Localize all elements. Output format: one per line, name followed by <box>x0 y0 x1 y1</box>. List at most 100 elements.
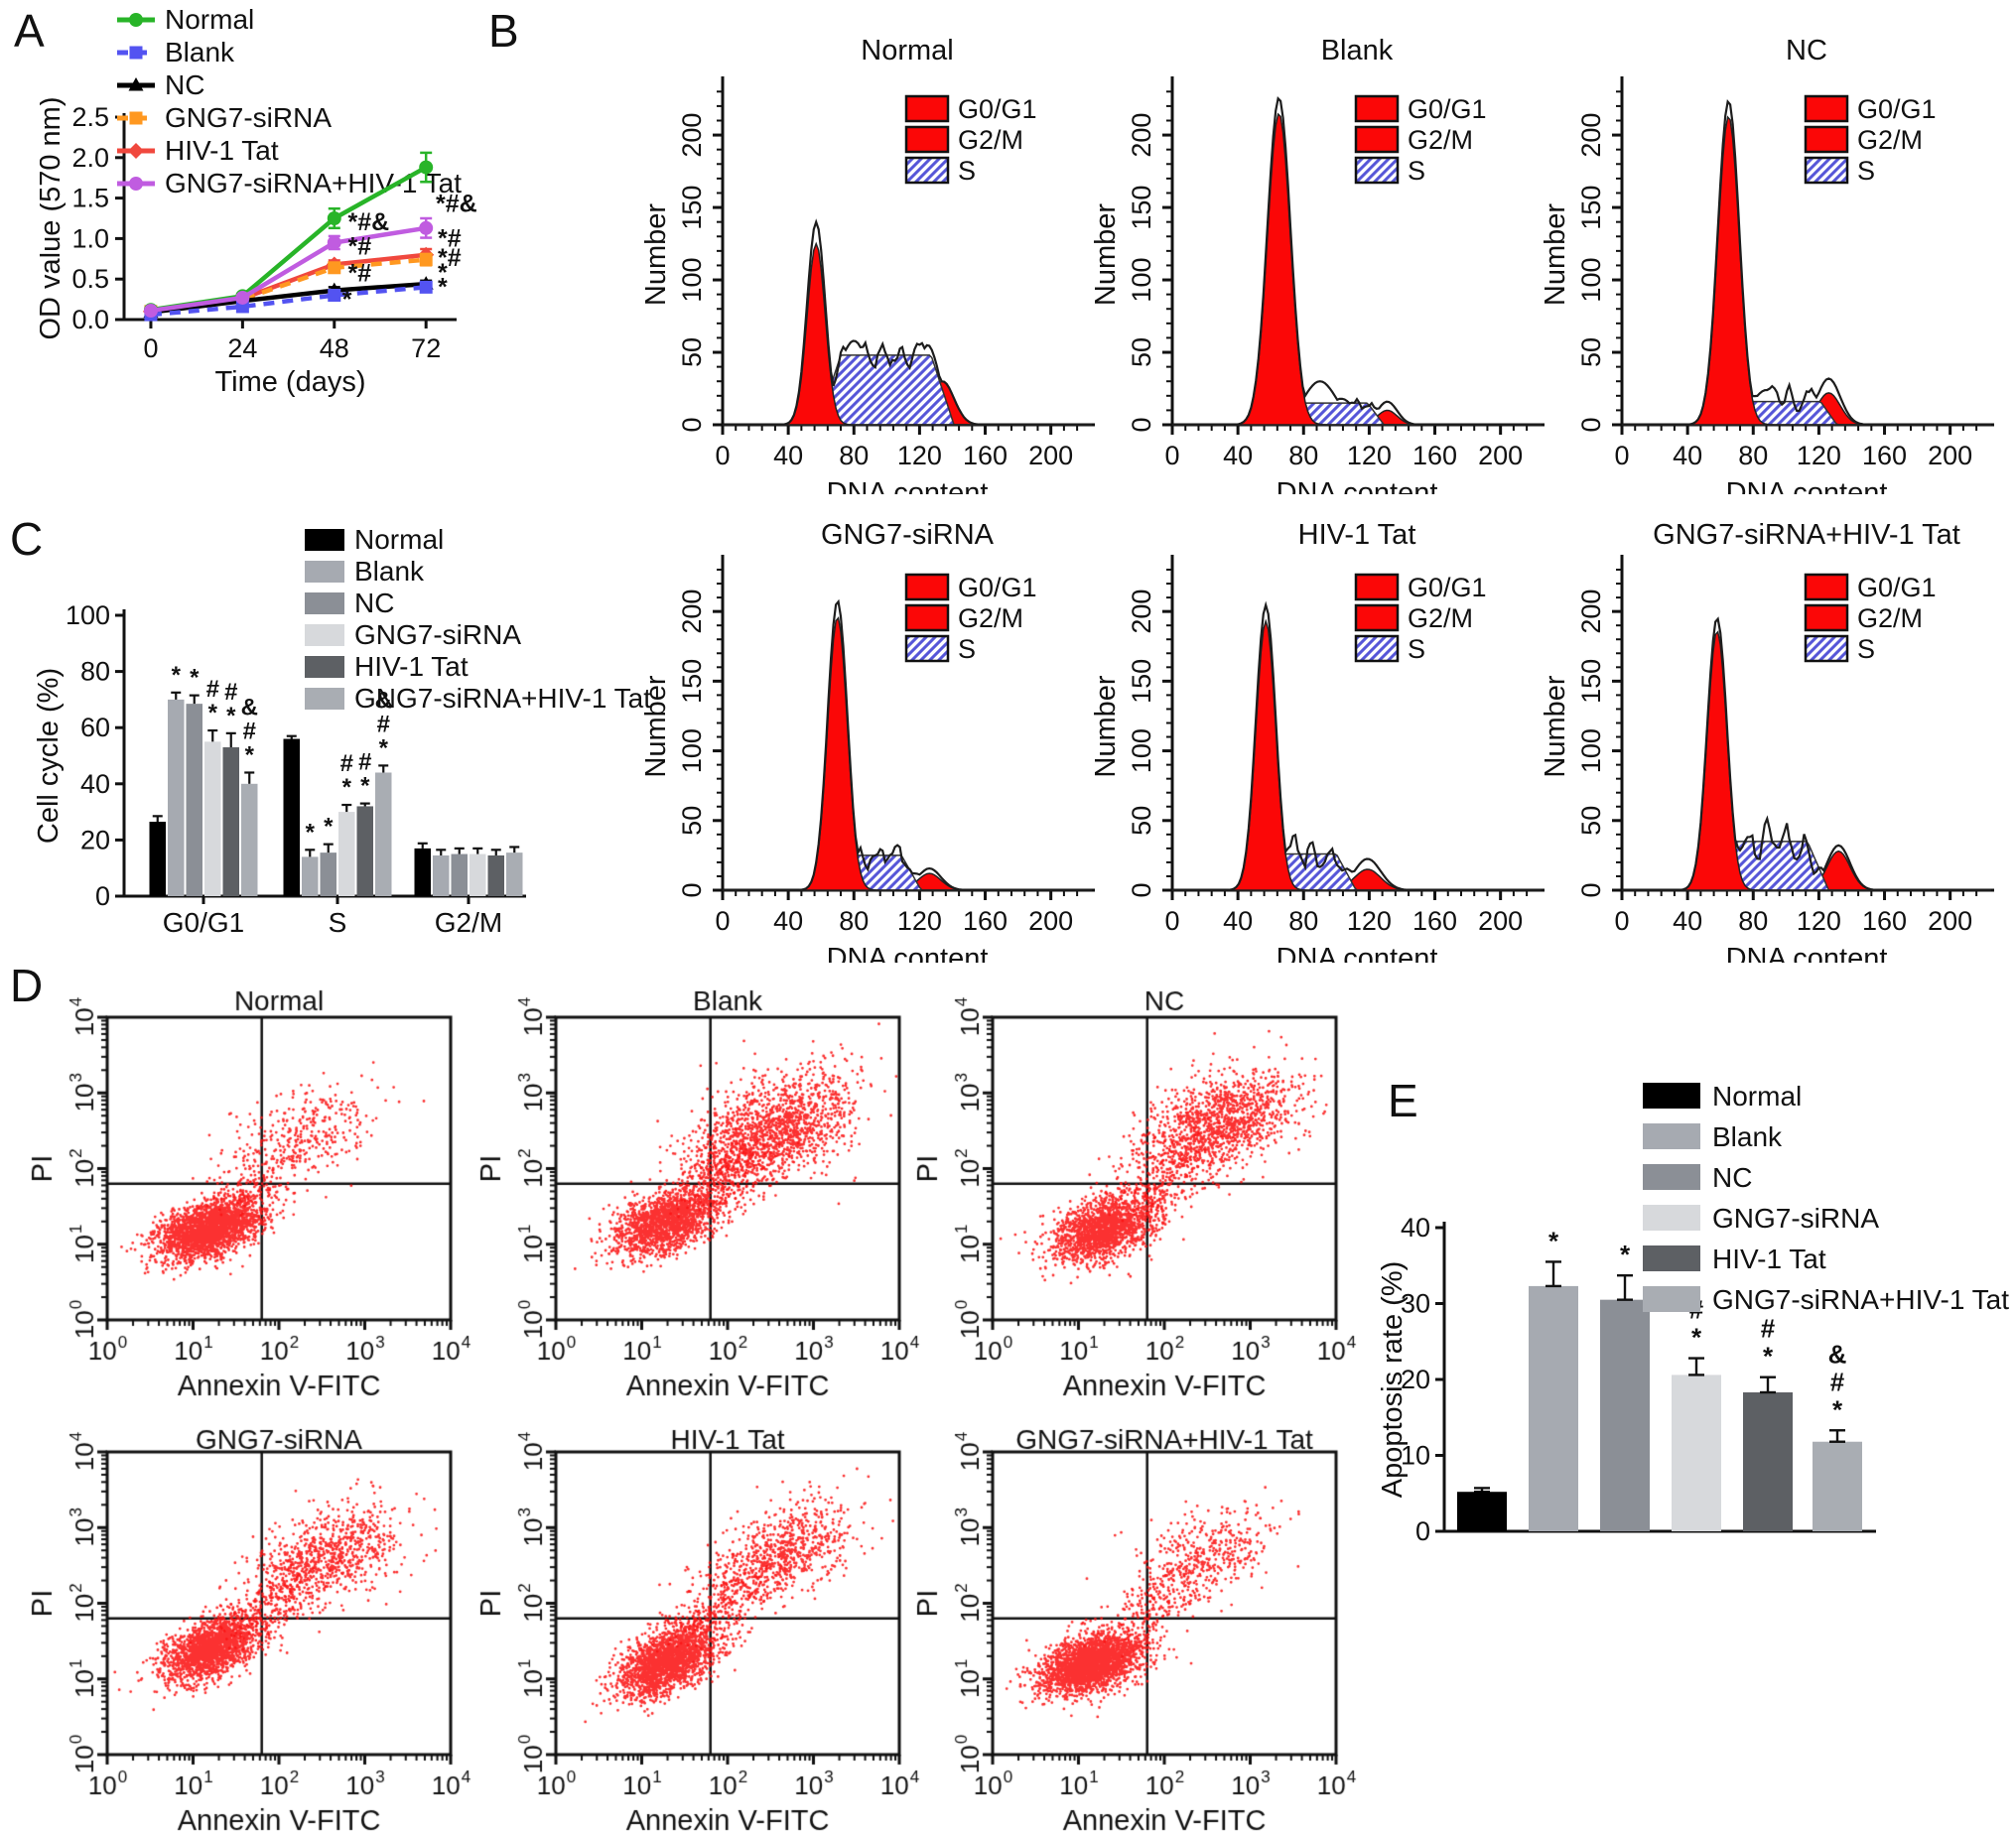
svg-text:DNA content: DNA content <box>1726 477 1888 494</box>
svg-text:Number: Number <box>1090 675 1122 777</box>
svg-text:Number: Number <box>1540 203 1571 306</box>
svg-text:Normal: Normal <box>354 524 444 555</box>
panel-b-histogram-gng7-sirna: GNG7-siRNA 0 40 80 120 160 200 50 100 150 200 0 DNA … <box>640 519 1095 963</box>
svg-text:DNA content: DNA content <box>1277 943 1438 963</box>
svg-text:0: 0 <box>715 441 730 470</box>
svg-text:HIV-1 Tat: HIV-1 Tat <box>1298 519 1416 551</box>
svg-text:100: 100 <box>677 258 707 303</box>
svg-text:150: 150 <box>1576 659 1606 704</box>
svg-text:S: S <box>958 634 976 664</box>
svg-text:#: # <box>377 711 390 737</box>
svg-text:0: 0 <box>715 906 730 936</box>
svg-text:S: S <box>1408 634 1425 664</box>
svg-text:200: 200 <box>1127 590 1156 634</box>
svg-text:G0/G1: G0/G1 <box>1857 94 1937 124</box>
svg-text:*#&: *#& <box>347 208 389 236</box>
svg-text:G2/M: G2/M <box>958 603 1023 633</box>
svg-text:0: 0 <box>677 882 707 897</box>
svg-text:*: * <box>245 741 255 768</box>
panel-d-scatter-gng7-sirna <box>28 1421 494 1834</box>
svg-text:120: 120 <box>897 441 942 470</box>
svg-text:GNG7-siRNA: GNG7-siRNA <box>165 102 332 133</box>
svg-text:S: S <box>1857 156 1875 186</box>
svg-text:&: & <box>1828 1339 1847 1369</box>
svg-text:200: 200 <box>677 590 707 634</box>
svg-text:GNG7-siRNA: GNG7-siRNA <box>1712 1203 1879 1234</box>
svg-text:Blank: Blank <box>1321 35 1394 66</box>
svg-text:*#: *# <box>347 233 371 261</box>
svg-text:80: 80 <box>80 657 110 687</box>
svg-text:200: 200 <box>1478 441 1523 470</box>
svg-text:#: # <box>206 676 219 703</box>
svg-text:Normal: Normal <box>861 35 953 66</box>
svg-text:50: 50 <box>1576 806 1606 836</box>
svg-text:0: 0 <box>1576 417 1606 432</box>
svg-text:150: 150 <box>1576 186 1606 230</box>
svg-text:50: 50 <box>1127 806 1156 836</box>
svg-text:150: 150 <box>677 186 707 230</box>
svg-text:GNG7-siRNA+HIV-1 Tat: GNG7-siRNA+HIV-1 Tat <box>354 683 651 714</box>
svg-text:1.5: 1.5 <box>71 184 109 213</box>
panel-d-scatter-normal <box>28 981 494 1437</box>
svg-text:80: 80 <box>1738 906 1768 936</box>
svg-text:20: 20 <box>1401 1365 1430 1394</box>
svg-text:80: 80 <box>1288 906 1318 936</box>
svg-text:*: * <box>306 819 316 846</box>
svg-text:120: 120 <box>1347 441 1392 470</box>
svg-text:50: 50 <box>677 806 707 836</box>
svg-text:40: 40 <box>773 441 803 470</box>
svg-text:Number: Number <box>640 675 672 777</box>
svg-text:DNA content: DNA content <box>1726 943 1888 963</box>
svg-text:100: 100 <box>1127 728 1156 773</box>
svg-text:GNG7-siRNA: GNG7-siRNA <box>821 519 995 551</box>
svg-text:#: # <box>224 679 237 706</box>
svg-text:120: 120 <box>1797 906 1841 936</box>
svg-text:0: 0 <box>1614 906 1629 936</box>
svg-text:160: 160 <box>1412 906 1457 936</box>
svg-text:G0/G1: G0/G1 <box>958 573 1037 602</box>
panel-d-scatter-blank <box>476 981 943 1437</box>
svg-text:HIV-1 Tat: HIV-1 Tat <box>165 135 279 166</box>
svg-text:*: * <box>360 773 370 800</box>
svg-text:80: 80 <box>839 906 869 936</box>
panel-d-scatter-gng7-sirna-hiv1-tat <box>913 1421 1380 1834</box>
svg-text:60: 60 <box>80 713 110 742</box>
svg-text:80: 80 <box>1288 441 1318 470</box>
svg-text:*: * <box>324 814 334 841</box>
svg-text:*: * <box>1548 1226 1559 1255</box>
svg-text:40: 40 <box>773 906 803 936</box>
svg-text:OD value (570 nm): OD value (570 nm) <box>40 97 67 340</box>
svg-text:&: & <box>241 694 258 720</box>
panel-b-label: B <box>488 5 519 57</box>
svg-text:20: 20 <box>80 825 110 854</box>
svg-text:G0/G1: G0/G1 <box>1408 94 1487 124</box>
svg-text:160: 160 <box>963 441 1008 470</box>
svg-text:*#&: *#& <box>436 190 477 217</box>
svg-text:160: 160 <box>1862 906 1907 936</box>
svg-text:#: # <box>1830 1367 1845 1396</box>
svg-text:*#: *# <box>438 244 462 272</box>
svg-text:2.0: 2.0 <box>71 143 109 173</box>
svg-text:G2/M: G2/M <box>958 125 1023 155</box>
svg-text:HIV-1 Tat: HIV-1 Tat <box>354 651 469 682</box>
svg-text:0.5: 0.5 <box>71 264 109 294</box>
svg-text:*: * <box>1691 1323 1702 1353</box>
svg-text:200: 200 <box>1928 906 1972 936</box>
svg-text:200: 200 <box>677 113 707 158</box>
svg-text:160: 160 <box>1412 441 1457 470</box>
svg-text:Number: Number <box>640 203 672 306</box>
svg-text:100: 100 <box>66 600 110 630</box>
svg-text:40: 40 <box>80 769 110 799</box>
panel-a-growth-line-chart: 0.0 0.5 1.0 1.5 2.0 2.5 0 24 48 72 Time (days) OD v… <box>40 4 477 397</box>
svg-text:0: 0 <box>95 881 110 911</box>
panel-a-label: A <box>14 5 45 57</box>
panel-b-histogram-blank: Blank 0 40 80 120 160 200 50 100 150 200 0 DNA conte… <box>1090 35 1545 494</box>
svg-text:&: & <box>375 687 392 714</box>
svg-text:200: 200 <box>1028 441 1073 470</box>
svg-text:0.0: 0.0 <box>71 305 109 334</box>
svg-text:*#: *# <box>347 260 371 288</box>
svg-text:#: # <box>340 750 353 777</box>
svg-text:2.5: 2.5 <box>71 102 109 132</box>
